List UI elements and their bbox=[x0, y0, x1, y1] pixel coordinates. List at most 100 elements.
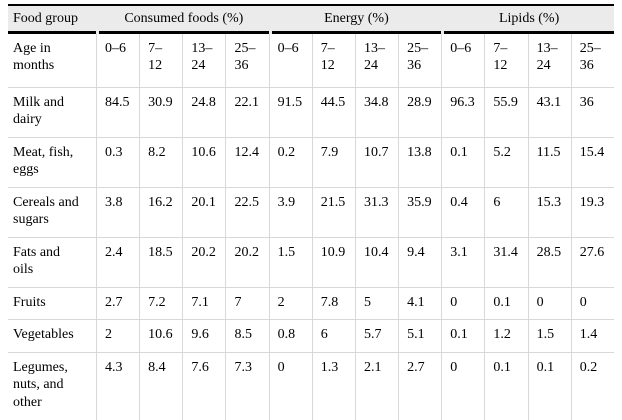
table-cell: 4.3 bbox=[96, 352, 139, 420]
table-cell: 10.4 bbox=[354, 237, 399, 288]
table-cell: 10.6 bbox=[182, 137, 226, 188]
table-cell: 5.7 bbox=[354, 320, 399, 353]
table-cell: 10.9 bbox=[311, 237, 355, 288]
table-cell: 7.1 bbox=[182, 287, 226, 320]
table-cell: 20.1 bbox=[182, 187, 226, 238]
table-row-legumes-nuts-other: Legumes, nuts, and other 4.3 8.4 7.6 7.3… bbox=[8, 352, 614, 420]
table-cell: 55.9 bbox=[484, 87, 528, 138]
table-row-fats-and-oils: Fats and oils 2.4 18.5 20.2 20.2 1.5 10.… bbox=[8, 237, 614, 288]
row-label: Fats and oils bbox=[8, 238, 96, 288]
table-row-meat-fish-eggs: Meat, fish, eggs 0.3 8.2 10.6 12.4 0.2 7… bbox=[8, 137, 614, 188]
table-cell: 0.3 bbox=[96, 137, 140, 188]
table-cell: 5.2 bbox=[484, 137, 528, 188]
age-column-header: 7– 12 bbox=[484, 33, 528, 88]
table-cell: 8.4 bbox=[139, 352, 182, 420]
table-cell: 6 bbox=[484, 187, 528, 238]
table-cell: 0.2 bbox=[268, 137, 312, 188]
table-cell: 8.2 bbox=[139, 137, 183, 188]
table-cell: 28.5 bbox=[527, 237, 571, 288]
age-column-header: 25– 36 bbox=[225, 33, 269, 88]
table-cell: 0.1 bbox=[484, 287, 528, 320]
table-cell: 22.1 bbox=[225, 87, 269, 138]
table-cell: 0.4 bbox=[441, 187, 485, 238]
table-cell: 30.9 bbox=[139, 87, 183, 138]
table-cell: 0.1 bbox=[484, 352, 527, 420]
age-column-header: 7– 12 bbox=[139, 33, 183, 88]
table-cell: 0 bbox=[441, 352, 484, 420]
table-cell: 0 bbox=[268, 352, 312, 420]
table-cell: 0.1 bbox=[441, 137, 485, 188]
table-cell: 22.5 bbox=[225, 187, 269, 238]
table-cell: 13.8 bbox=[398, 137, 442, 188]
table-cell: 2.7 bbox=[398, 352, 441, 420]
table-cell: 15.3 bbox=[527, 187, 571, 238]
table-cell: 4.1 bbox=[398, 287, 442, 320]
table-cell: 5.1 bbox=[398, 320, 442, 353]
row-label: Fruits bbox=[8, 288, 96, 320]
table-cell: 20.2 bbox=[225, 237, 269, 288]
age-in-months-label: Age in months bbox=[8, 34, 96, 88]
table-cell: 0.2 bbox=[570, 352, 614, 420]
table-cell: 21.5 bbox=[311, 187, 355, 238]
column-group-lipids: Lipids (%) bbox=[441, 6, 614, 34]
table-row-vegetables: Vegetables 2 10.6 9.6 8.5 0.8 6 5.7 5.1 … bbox=[8, 320, 614, 353]
table-cell: 3.1 bbox=[441, 237, 485, 288]
table-cell: 1.4 bbox=[570, 320, 614, 353]
table-cell: 19.3 bbox=[570, 187, 614, 238]
table-cell: 9.4 bbox=[398, 237, 442, 288]
table-cell: 0 bbox=[441, 287, 485, 320]
table-cell: 31.3 bbox=[354, 187, 399, 238]
table-row-cereals-and-sugars: Cereals and sugars 3.8 16.2 20.1 22.5 3.… bbox=[8, 187, 614, 238]
age-column-header: 13– 24 bbox=[354, 33, 399, 88]
table-cell: 2 bbox=[96, 320, 140, 353]
table-cell: 2.1 bbox=[354, 352, 398, 420]
table-cell: 3.8 bbox=[96, 187, 140, 238]
table-header-row: Food group Consumed foods (%) Energy (%)… bbox=[8, 6, 614, 34]
age-column-header: 7– 12 bbox=[311, 33, 355, 88]
table-cell: 9.6 bbox=[182, 320, 226, 353]
table-cell: 96.3 bbox=[441, 87, 485, 138]
table-cell: 36 bbox=[570, 87, 614, 138]
table-cell: 10.6 bbox=[139, 320, 183, 353]
age-column-header: 25– 36 bbox=[570, 33, 614, 88]
table-cell: 7.9 bbox=[311, 137, 355, 188]
table-cell: 8.5 bbox=[225, 320, 269, 353]
table-cell: 7.6 bbox=[182, 352, 225, 420]
age-column-header: 0–6 bbox=[441, 33, 485, 88]
table-cell: 35.9 bbox=[398, 187, 442, 238]
table-row-milk-and-dairy: Milk and dairy 84.5 30.9 24.8 22.1 91.5 … bbox=[8, 87, 614, 138]
table-cell: 2 bbox=[268, 287, 312, 320]
table-cell: 18.5 bbox=[139, 237, 183, 288]
row-label: Legumes, nuts, and other bbox=[13, 359, 68, 410]
table-cell: 2.4 bbox=[96, 237, 140, 288]
table-cell: 2.7 bbox=[96, 287, 140, 320]
table-cell: 24.8 bbox=[182, 87, 226, 138]
table-cell: 6 bbox=[311, 320, 355, 353]
row-label: Milk and dairy bbox=[8, 88, 96, 138]
table-cell: 0.1 bbox=[441, 320, 485, 353]
table-cell: 27.6 bbox=[570, 237, 614, 288]
table-cell: 20.2 bbox=[182, 237, 226, 288]
column-group-consumed-foods: Consumed foods (%) bbox=[96, 6, 269, 34]
table-cell: 7 bbox=[225, 287, 269, 320]
table-cell: 31.4 bbox=[484, 237, 528, 288]
age-header-row: Age in months 0–6 7– 12 13– 24 25– 36 0–… bbox=[8, 33, 614, 88]
row-label: Cereals and sugars bbox=[8, 188, 96, 238]
age-column-header: 13– 24 bbox=[527, 33, 571, 88]
column-group-energy: Energy (%) bbox=[268, 6, 442, 34]
food-groups-table: Food group Consumed foods (%) Energy (%)… bbox=[8, 4, 614, 420]
table-cell: 1.5 bbox=[527, 320, 571, 353]
table-cell: 10.7 bbox=[354, 137, 399, 188]
table-cell: 1.3 bbox=[311, 352, 355, 420]
table-cell: 7.3 bbox=[225, 352, 268, 420]
table-cell: 0.8 bbox=[268, 320, 312, 353]
table-row-fruits: Fruits 2.7 7.2 7.1 7 2 7.8 5 4.1 0 0.1 0… bbox=[8, 287, 614, 320]
table-cell: 0 bbox=[527, 287, 571, 320]
table-cell: 0.1 bbox=[527, 352, 571, 420]
table-cell: 84.5 bbox=[96, 87, 140, 138]
table-cell: 1.2 bbox=[484, 320, 528, 353]
table-cell: 44.5 bbox=[311, 87, 355, 138]
table-cell: 43.1 bbox=[527, 87, 571, 138]
table-cell: 3.9 bbox=[268, 187, 312, 238]
